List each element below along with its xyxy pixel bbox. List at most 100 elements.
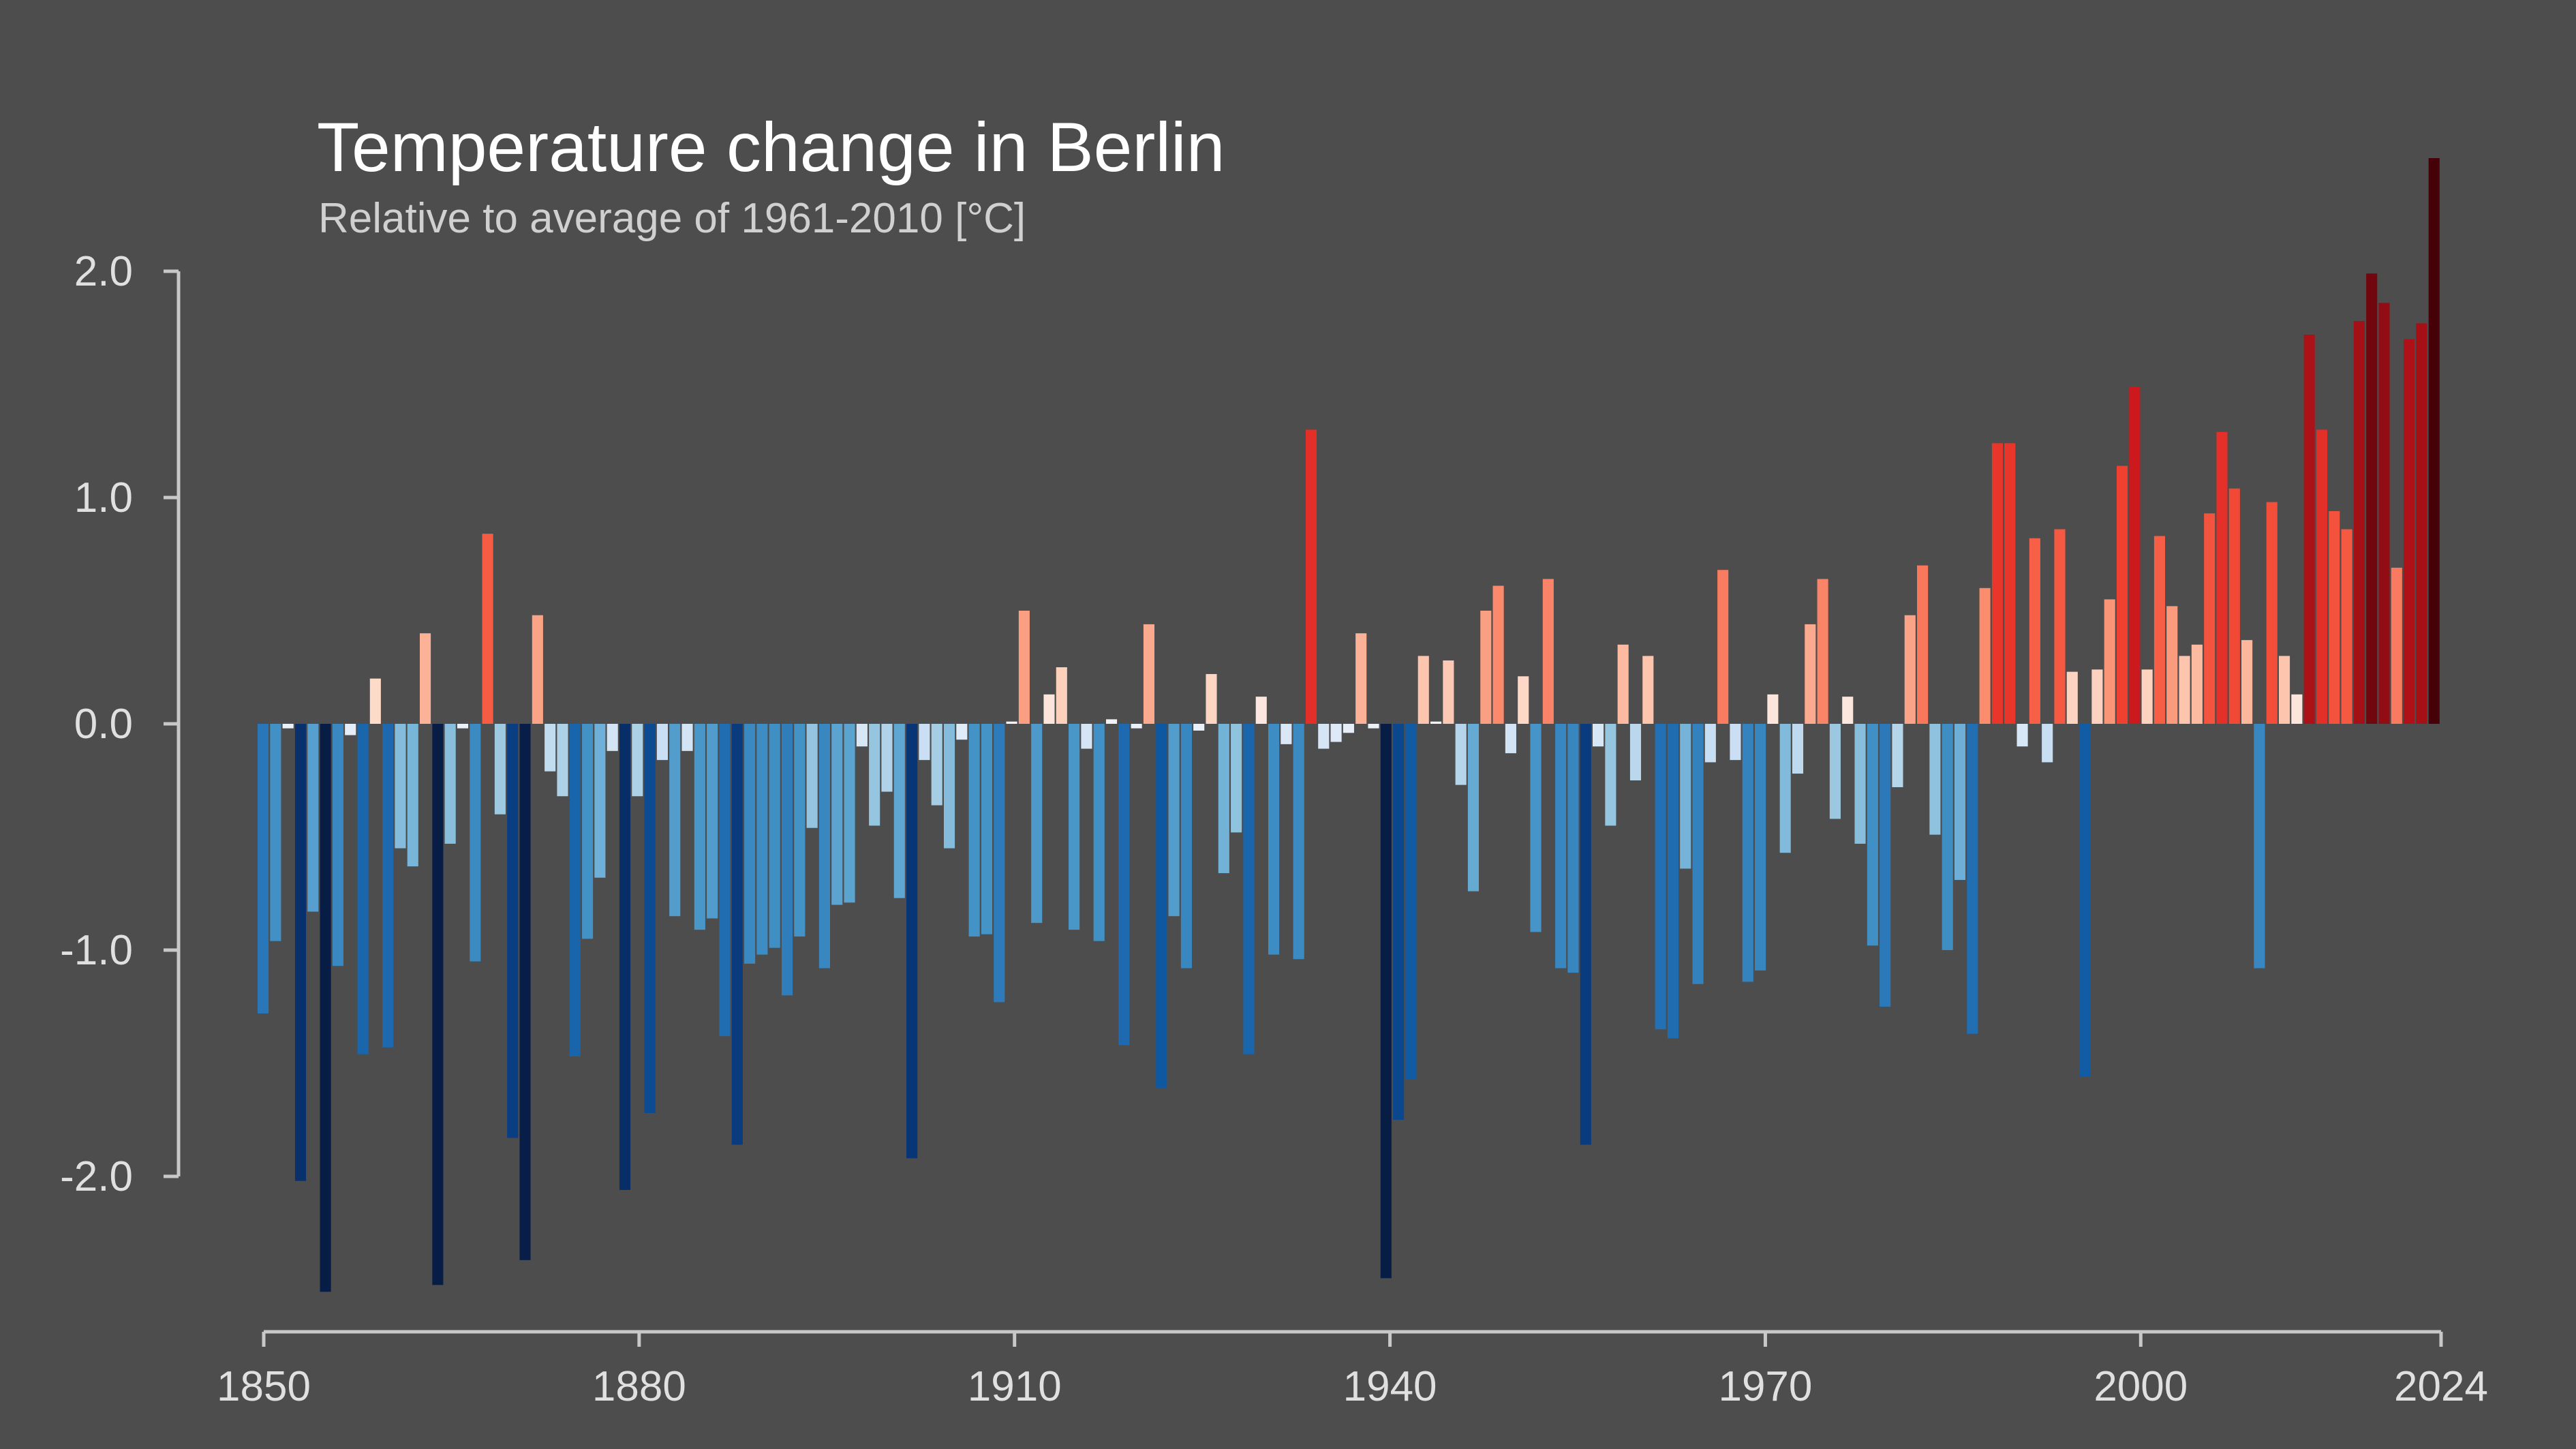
bar-1929 (1243, 724, 1255, 1054)
y-tick-label: -1.0 (60, 927, 133, 974)
bar-2003 (2166, 606, 2178, 724)
bar-1984 (1929, 724, 1941, 835)
bar-1882 (656, 724, 668, 761)
bar-1908 (981, 724, 993, 934)
bar-1927 (1218, 724, 1229, 874)
bar-1942 (1405, 724, 1417, 1080)
bar-2010 (2254, 724, 2265, 968)
bar-1944 (1430, 721, 1442, 724)
bar-2019 (2366, 273, 2378, 724)
bar-1903 (919, 724, 930, 761)
bar-1871 (519, 724, 531, 1260)
bar-1956 (1580, 724, 1591, 1145)
bar-1943 (1417, 656, 1429, 724)
bar-1993 (2042, 724, 2053, 763)
bar-1953 (1542, 579, 1554, 724)
bar-1855 (320, 724, 331, 1292)
bar-1961 (1642, 656, 1654, 724)
bar-1897 (844, 724, 855, 903)
bar-1888 (731, 724, 743, 1145)
bar-1966 (1704, 724, 1716, 763)
bar-1881 (644, 724, 656, 1114)
bar-1960 (1629, 724, 1642, 780)
bar-1913 (1043, 694, 1055, 724)
bar-1920 (1131, 724, 1142, 729)
bar-1921 (1143, 624, 1155, 724)
bar-2017 (2341, 529, 2352, 724)
bar-1923 (1168, 724, 1180, 917)
x-tick-label: 1940 (1343, 1363, 1437, 1410)
bar-1880 (632, 724, 643, 797)
bar-1905 (943, 724, 955, 849)
x-tick-label: 1970 (1718, 1363, 1812, 1410)
bar-1979 (1867, 724, 1878, 946)
bar-2023 (2416, 323, 2427, 724)
bar-1850 (258, 724, 269, 1013)
bar-1885 (694, 724, 705, 930)
bar-1958 (1605, 724, 1616, 826)
bar-1911 (1018, 611, 1030, 724)
bar-1934 (1305, 429, 1317, 724)
bar-1914 (1056, 667, 1067, 724)
bar-1976 (1829, 724, 1841, 819)
bar-1874 (557, 724, 568, 797)
bar-1945 (1443, 660, 1454, 724)
bar-1951 (1518, 676, 1529, 724)
bar-1973 (1792, 724, 1804, 774)
bar-2009 (2241, 640, 2253, 724)
bar-2024 (2428, 158, 2440, 724)
bar-1994 (2054, 529, 2066, 724)
bar-1907 (968, 724, 980, 937)
bars-group (258, 158, 2440, 1292)
bar-1987 (1967, 724, 1978, 1034)
bar-1995 (2066, 671, 2078, 724)
bar-2018 (2353, 321, 2365, 724)
bar-2022 (2404, 339, 2415, 724)
bar-1965 (1692, 724, 1704, 984)
bar-1900 (881, 724, 893, 792)
bar-1890 (756, 724, 768, 955)
bar-1862 (407, 724, 418, 867)
bar-1983 (1917, 565, 1929, 724)
bar-1981 (1892, 724, 1903, 787)
bar-1977 (1842, 697, 1854, 724)
bar-1930 (1255, 697, 1267, 724)
bar-1959 (1617, 644, 1629, 724)
bar-1974 (1805, 624, 1816, 724)
bar-1941 (1393, 724, 1405, 1120)
bar-2016 (2329, 510, 2340, 724)
bar-1971 (1767, 694, 1779, 724)
bar-1852 (282, 724, 294, 729)
y-tick-label: 0.0 (74, 701, 133, 748)
bar-2012 (2278, 656, 2290, 724)
bar-1946 (1455, 724, 1467, 785)
bar-1950 (1505, 724, 1516, 754)
bar-1955 (1567, 724, 1579, 973)
bar-1868 (482, 534, 493, 724)
bar-1916 (1081, 724, 1092, 749)
bar-2001 (2141, 669, 2153, 724)
bar-1878 (607, 724, 618, 751)
bar-2000 (2129, 386, 2141, 724)
bar-1893 (794, 724, 806, 937)
bar-1949 (1492, 585, 1504, 724)
x-tick-label: 1910 (968, 1363, 1062, 1410)
bar-1952 (1530, 724, 1542, 932)
bar-1917 (1093, 724, 1105, 941)
bar-1902 (906, 724, 918, 1159)
bar-1879 (619, 724, 631, 1190)
bar-1972 (1779, 724, 1791, 853)
bar-1992 (2029, 538, 2040, 724)
bar-1928 (1231, 724, 1242, 833)
bar-2011 (2266, 502, 2278, 724)
bar-1884 (681, 724, 693, 751)
bar-2005 (2191, 644, 2203, 724)
bar-1935 (1318, 724, 1330, 749)
bar-1883 (669, 724, 681, 917)
bar-1887 (719, 724, 731, 1037)
bar-1989 (1991, 443, 2003, 724)
bar-1865 (444, 724, 456, 844)
bar-1877 (594, 724, 606, 878)
bar-1909 (994, 724, 1005, 1003)
